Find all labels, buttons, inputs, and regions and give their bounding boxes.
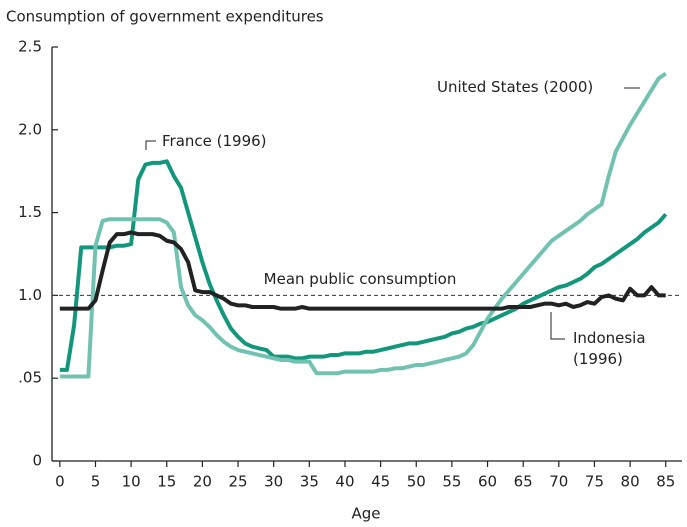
series-line xyxy=(59,230,666,311)
y-tick-label: 2.0 xyxy=(18,120,42,138)
x-tick-label: 50 xyxy=(407,473,426,491)
x-tick-label: 10 xyxy=(122,473,141,491)
y-tick-label: 1.5 xyxy=(18,203,42,221)
x-tick-label: 80 xyxy=(621,473,640,491)
y-tick-label: .05 xyxy=(18,369,42,387)
x-tick-label: 45 xyxy=(371,473,390,491)
series-label: France (1996) xyxy=(162,132,267,150)
x-tick-label: 65 xyxy=(514,473,533,491)
x-tick-label: 35 xyxy=(300,473,319,491)
y-tick-label: 1.0 xyxy=(18,286,42,304)
x-axis-label: Age xyxy=(351,505,380,523)
leader xyxy=(145,140,156,150)
x-tick-label: 40 xyxy=(335,473,354,491)
x-tick-label: 55 xyxy=(442,473,461,491)
x-tick-label: 0 xyxy=(55,473,65,491)
series-label: United States (2000) xyxy=(437,78,594,96)
chart-title: Consumption of government expenditures xyxy=(6,8,324,26)
x-tick-label: 30 xyxy=(264,473,283,491)
x-tick-label: 20 xyxy=(193,473,212,491)
series-label: Indonesia (1996) xyxy=(573,329,646,368)
reference-label: Mean public consumption xyxy=(264,270,457,288)
x-tick-label: 70 xyxy=(549,473,568,491)
x-tick-label: 60 xyxy=(478,473,497,491)
x-tick-label: 75 xyxy=(585,473,604,491)
x-tick-label: 85 xyxy=(656,473,675,491)
x-tick-label: 15 xyxy=(157,473,176,491)
y-tick-label: 0 xyxy=(32,452,42,470)
series-line xyxy=(59,159,668,372)
x-tick-label: 5 xyxy=(91,473,101,491)
x-tick-label: 25 xyxy=(229,473,248,491)
y-tick-label: 2.5 xyxy=(18,38,42,56)
leader xyxy=(550,312,565,340)
series-line xyxy=(59,71,667,379)
